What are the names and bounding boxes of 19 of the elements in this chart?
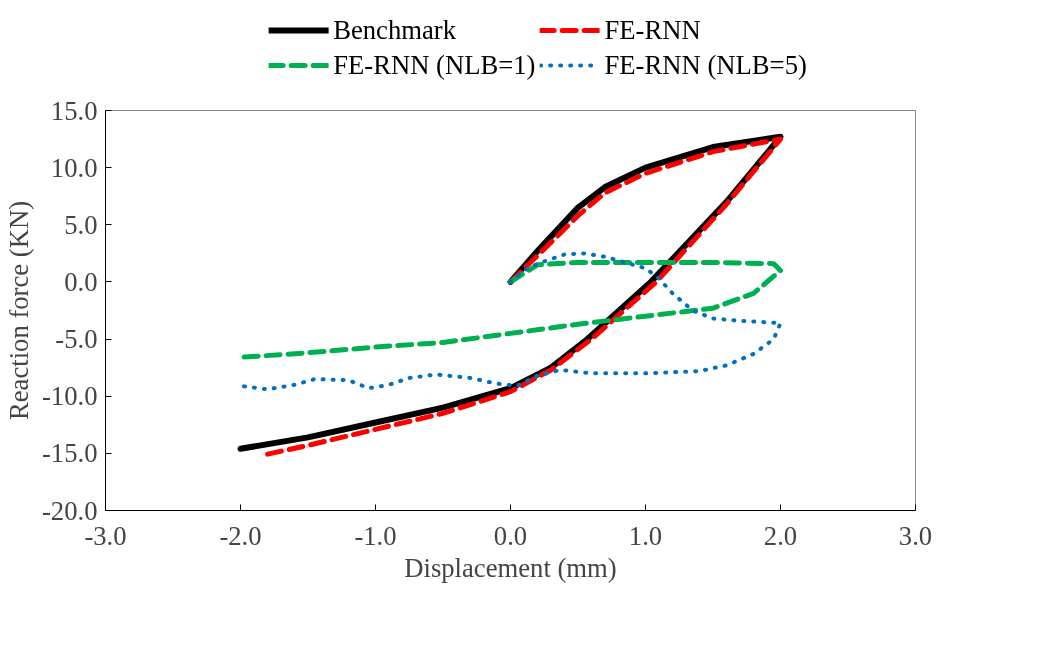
y-tick-label: 10.0	[50, 152, 98, 183]
legend-label: FE-RNN (NLB=5)	[604, 49, 807, 81]
x-tick-label: -2.0	[219, 520, 262, 551]
x-axis-title: Displacement (mm)	[404, 552, 617, 583]
x-tick-label: -1.0	[354, 520, 397, 551]
x-tick-label: 2.0	[763, 520, 798, 551]
y-tick-label: -15.0	[41, 438, 98, 469]
y-tick-label: -5.0	[55, 324, 98, 355]
y-tick-label: 15.0	[50, 95, 98, 126]
y-tick-label: -10.0	[41, 381, 98, 412]
legend-label: Benchmark	[333, 14, 457, 46]
y-tick-label: 0.0	[64, 266, 98, 297]
y-tick-label: 5.0	[64, 209, 98, 240]
x-tick-label: 1.0	[628, 520, 663, 551]
x-tick-label: 3.0	[898, 520, 933, 551]
y-axis-title: Reaction force (KN)	[3, 200, 34, 421]
legend-label: FE-RNN	[604, 14, 701, 46]
legend-label: FE-RNN (NLB=1)	[333, 49, 536, 81]
x-tick-label: 0.0	[493, 520, 528, 551]
